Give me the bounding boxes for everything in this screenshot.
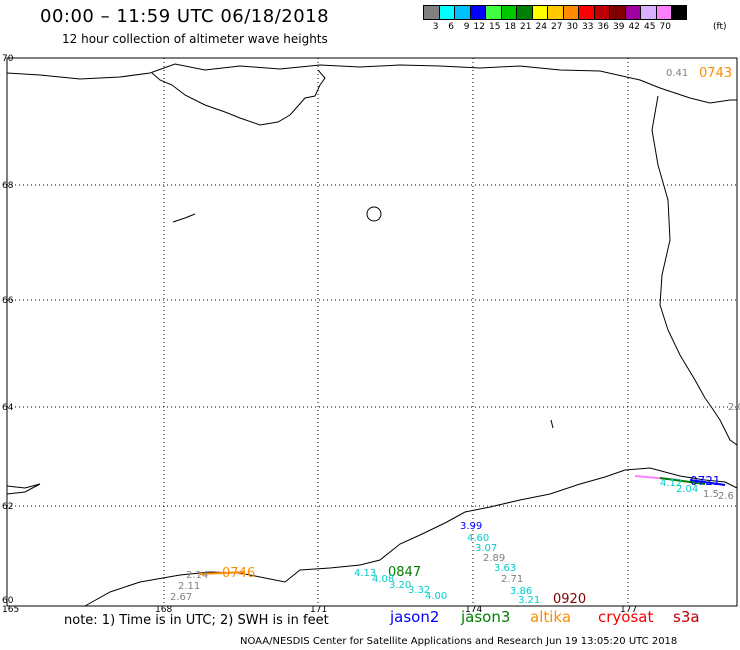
legend-swatch [423,5,439,20]
swh-label: 2.67 [170,592,192,603]
legend-label: 12 [473,22,485,32]
legend-swatch [609,5,625,20]
swh-label: 0.41 [666,68,688,79]
legend-label: 21 [520,22,532,32]
legend-labels: 3 6 9 12 15 18 21 24 27 30 33 36 39 42 45 70 [423,22,671,32]
swh-label: 2.04 [676,484,698,495]
legend-swatch [516,5,532,20]
swh-label: 2.0 [728,402,740,413]
legend-unit: (ft) [713,22,727,32]
legend-swatch [547,5,563,20]
legend-swatch [500,5,516,20]
legend-swatch [562,5,578,20]
legend-label: 3 [432,22,439,32]
satellite-name-jason3: jason3 [461,608,511,626]
note-text: note: 1) Time is in UTC; 2) SWH is in fe… [64,613,329,628]
swh-label: 4.13 [354,568,376,579]
longitude-label: 174 [465,605,482,615]
latitude-label: 62 [2,502,13,512]
swh-label: 2.89 [483,553,505,564]
satellite-tracks [199,475,726,575]
legend-swatch [454,5,470,20]
legend-swatch [469,5,485,20]
swh-label: 0743 [699,66,732,81]
swh-value-labels: 0.41 0743 2.0 0721 4.122.04 1.52.6 3.994.603.0… [170,66,740,607]
swh-label: 4.00 [425,591,447,602]
color-legend [423,5,687,20]
legend-label: 33 [582,22,594,32]
longitude-label: 171 [310,605,327,615]
swh-label: 0920 [553,592,586,607]
legend-label: 24 [535,22,547,32]
legend-swatch [531,5,547,20]
legend-swatch [624,5,640,20]
legend-label: 42 [628,22,640,32]
swh-label: 2.11 [178,581,200,592]
swh-label: 2.14 [186,570,208,581]
swh-label: 3.63 [494,563,516,574]
legend-label: 18 [504,22,516,32]
legend-label: 6 [448,22,454,32]
swh-label: 4.12 [660,478,682,489]
satellite-name-jason2: jason2 [390,608,440,626]
legend-swatch [593,5,609,20]
legend-label: 39 [613,22,625,32]
swh-label: 3.07 [475,543,497,554]
latitude-label: 60 [2,596,14,606]
legend-swatch [655,5,671,20]
swh-label: 3.20 [389,580,411,591]
swh-label: 2.71 [501,574,523,585]
legend-label: 27 [551,22,563,32]
swh-label: 2.6 [718,491,734,502]
legend-label: 36 [597,22,609,32]
legend-swatch [485,5,501,20]
swh-label: 4.08 [372,574,394,585]
swh-label: 1.5 [703,489,719,500]
swh-label: 3.99 [460,521,482,532]
latitude-label: 68 [2,181,14,191]
satellite-name-s3a: s3a [673,608,700,626]
swh-label: 0847 [388,565,421,580]
swh-label: 3.32 [408,585,430,596]
legend-label: 30 [566,22,578,32]
legend-label: 70 [659,22,671,32]
credit-text: NOAA/NESDIS Center for Satellite Applica… [240,636,678,647]
longitude-label: 177 [620,605,637,615]
swh-label: 4.60 [467,533,489,544]
legend-swatch [578,5,594,20]
latitude-label: 70 [2,54,14,64]
swh-label: 3.86 [510,586,532,597]
legend-swatch [438,5,454,20]
map-frame [6,57,738,607]
latitude-labels: 70 68 66 64 62 60 [2,54,14,606]
legend-label: 45 [644,22,656,32]
latitude-label: 64 [2,403,14,413]
legend-swatch [640,5,656,20]
longitude-label: 165 [2,605,19,615]
satellite-name-cryosat: cryosat [598,608,654,626]
satellite-name-altika: altika [530,608,572,626]
map-subtitle: 12 hour collection of altimeter wave hei… [62,32,328,46]
legend-label: 15 [489,22,501,32]
legend-swatch [671,5,687,20]
map-title: 00:00 – 11:59 UTC 06/18/2018 [40,6,330,27]
longitude-labels: 165 168 171 174 177 [2,605,637,615]
swh-label: 3.21 [518,595,540,606]
longitude-label: 168 [155,605,172,615]
swh-label: 0721 [690,474,721,488]
legend-label: 9 [463,22,470,32]
graticule [7,58,737,606]
latitude-label: 66 [2,296,14,306]
swh-label: 0746 [222,566,255,581]
